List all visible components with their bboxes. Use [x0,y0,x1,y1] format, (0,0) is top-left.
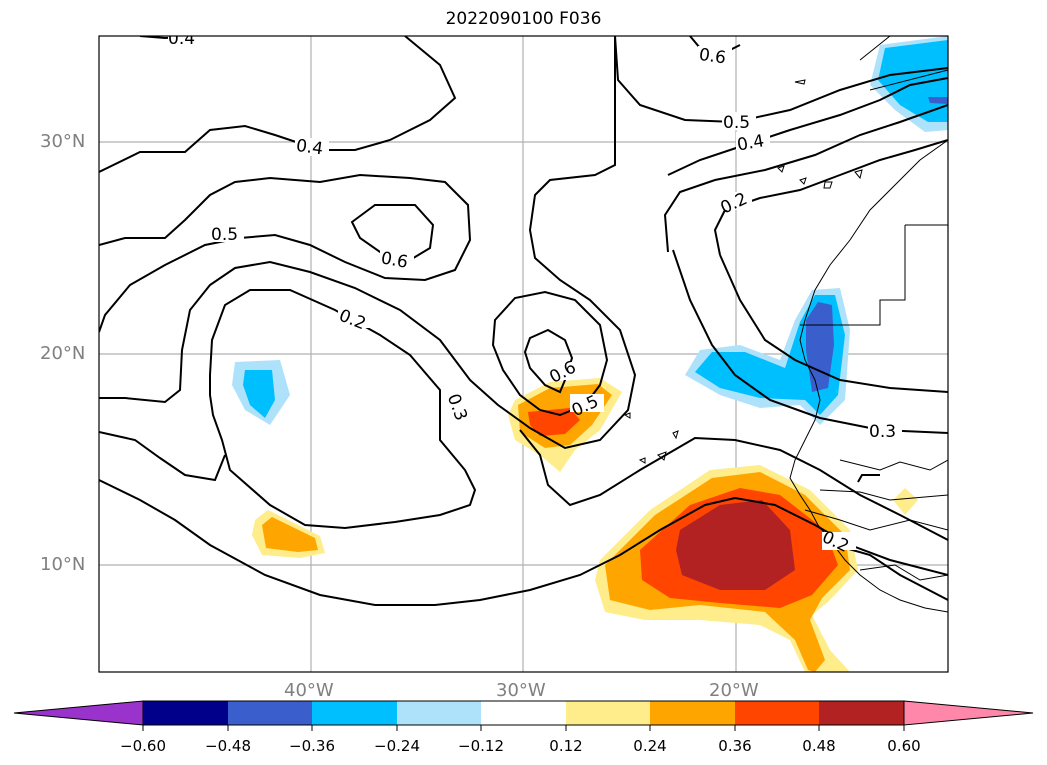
colorbar-bin [312,701,397,725]
contour-label: 0.3 [869,422,896,442]
contour-0.6-west [350,204,435,262]
cape-verde [623,412,679,464]
colorbar-bin [397,701,481,725]
colorbar-bin [228,701,312,725]
colorbar-tick-label: −0.60 [120,737,166,755]
colorbar-tick-label: 0.24 [633,737,667,755]
gridlines [99,36,948,672]
contour-label: 0.6 [379,248,409,272]
lon-label-20w: 20°W [709,680,759,701]
contour-0.2-coast [713,139,948,256]
map-title: 2022090100 F036 [445,9,602,29]
lon-label-30w: 30°W [496,680,546,701]
map-frame [98,35,949,673]
africa-coast [789,139,948,613]
contour-label: 0.4 [295,136,325,160]
pos-anomaly-sw-core [262,517,318,552]
colorbar-frame [142,700,905,726]
contour-label: 0.4 [168,29,195,49]
colorbar-tick-label: 0.48 [802,737,836,755]
lat-label-20n: 20°N [40,343,86,364]
colorbar-tick-label: −0.48 [205,737,251,755]
contour-label: 0.5 [723,113,750,133]
contour-0.4-north-east [667,77,948,176]
colorbar-tick-label: −0.36 [289,737,335,755]
colorbar-bin [143,701,228,725]
contour-label: 0.4 [736,131,766,155]
colorbar-extend-low [13,700,144,726]
colorbar-tick-label: −0.24 [374,737,420,755]
iberia-edge [859,36,948,91]
colorbar-tick-label: 0.60 [887,737,921,755]
contour-0.2-small [857,474,880,483]
lon-label-40w: 40°W [284,680,334,701]
pos-anomaly-mid-max [528,408,580,436]
lat-label-30n: 30°N [40,131,86,152]
map-plot-area: 0.4 0.4 0.5 0.6 0.2 0.3 0.6 0.5 0.6 0.5 … [99,29,948,672]
border-1 [800,224,948,326]
contour-0.3-west [99,36,637,450]
colorbar-bin [481,701,566,725]
contour-0.2-east [663,104,948,253]
contour-0.3-coast-inner [719,254,948,393]
border-3 [804,509,948,581]
lat-label-10n: 10°N [40,554,86,575]
colorbar-tick-label: 0.36 [718,737,752,755]
contour-0.6-mid [523,328,574,394]
border-2 [819,459,948,501]
colorbar [13,700,1034,731]
colorbar-bin [650,701,735,725]
contour-label: 0.6 [698,45,728,69]
colorbar-bin [566,701,650,725]
coastlines [623,36,948,613]
neg-anomaly-west-core [243,370,275,418]
colorbar-tick-label: −0.12 [458,737,504,755]
contour-0.2-west [209,289,477,530]
colorbar-bin [819,701,904,725]
pos-anomaly-se-max [676,500,795,590]
colorbar-bin [735,701,819,725]
canary-islands [777,79,863,189]
contour-0.3-loop [519,429,948,541]
contour-label: 0.5 [211,225,238,245]
pos-anomaly-east [893,488,918,515]
contour-0.3-inner [99,431,226,482]
neg-anomaly-top-right-max [928,97,948,104]
colorbar-extend-high [903,700,1034,726]
colorbar-tick-label: 0.12 [549,737,583,755]
contour-0.5-west [99,173,472,333]
contour-0.2-south [99,479,948,606]
